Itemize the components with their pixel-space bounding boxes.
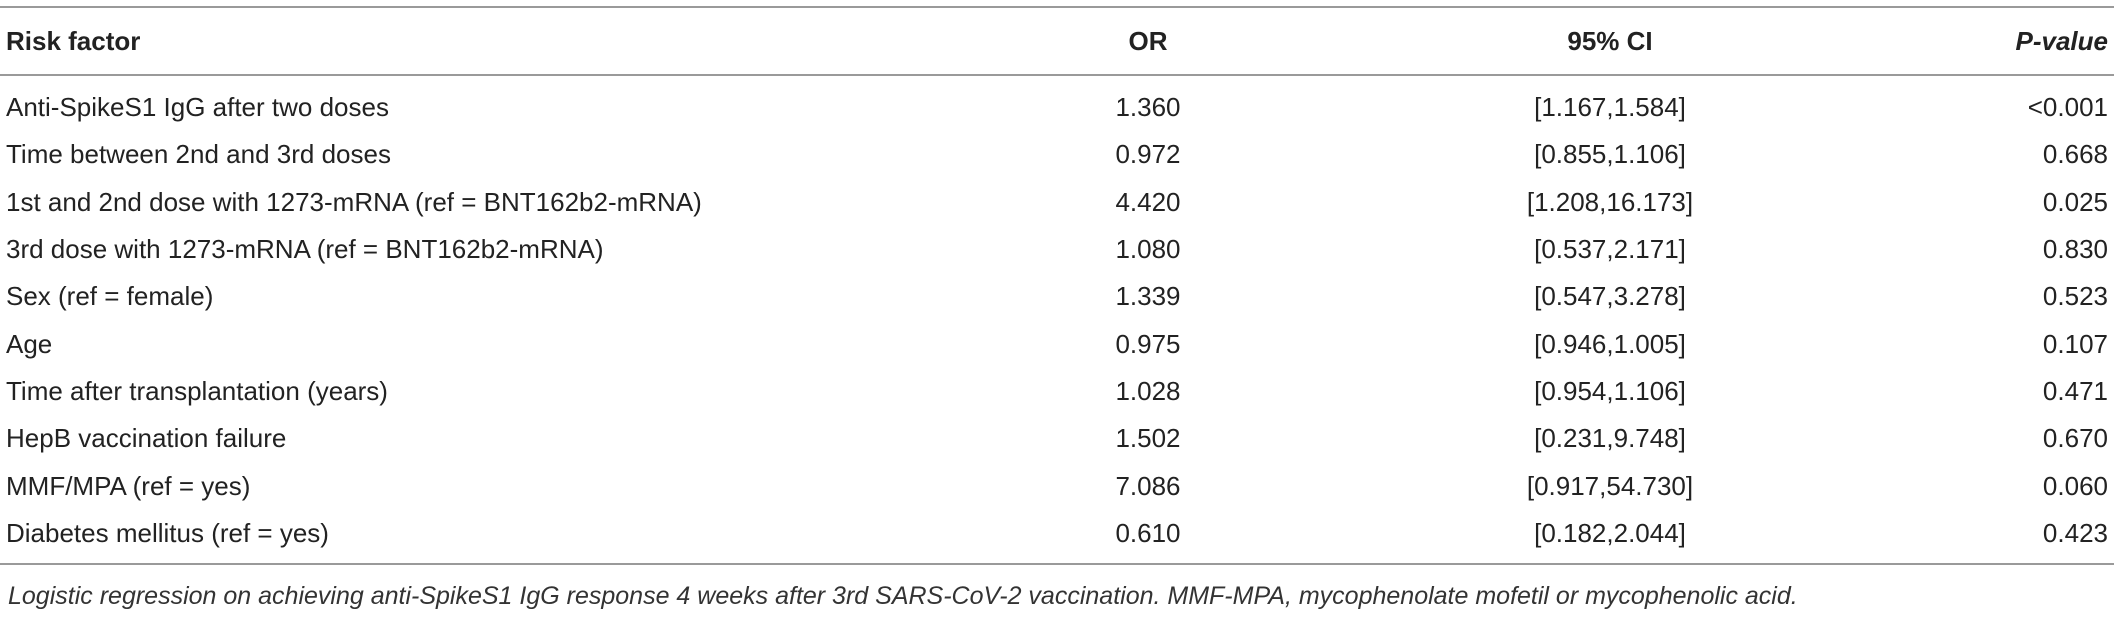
table-header: Risk factor OR 95% CI P-value	[0, 7, 2114, 75]
table-cell: 0.523	[2042, 281, 2108, 312]
table-cell: [0.946,1.005]	[1534, 328, 1686, 359]
table-cell: 0.670	[2042, 423, 2108, 454]
table-row: Time between 2nd and 3rd doses 0.972 [0.85…	[0, 131, 2114, 178]
table-cell: 1.502	[1115, 423, 1181, 454]
table-cell: 0.975	[1115, 328, 1181, 359]
table-cell: [0.182,2.044]	[1534, 517, 1686, 548]
table-cell: Sex (ref = female)	[6, 281, 214, 312]
table-cell: 3rd dose with 1273-mRNA (ref = BNT162b2-…	[6, 234, 604, 265]
column-header: 95% CI	[1567, 25, 1653, 56]
table-cell: [0.537,2.171]	[1534, 234, 1686, 265]
table-row: HepB vaccination failure 1.502 [0.231,9.74…	[0, 415, 2114, 462]
table-cell: <0.001	[2027, 92, 2108, 123]
table-body: Anti-SpikeS1 IgG after two doses 1.360 [1.…	[0, 75, 2114, 564]
table-cell: 0.830	[2042, 234, 2108, 265]
table-cell: [0.917,54.730]	[1526, 470, 1694, 501]
table-cell: 0.668	[2042, 139, 2108, 170]
table-cell: 0.107	[2042, 328, 2108, 359]
column-header: P-value	[2015, 25, 2109, 56]
table-cell: [0.855,1.106]	[1534, 139, 1686, 170]
table-cell: 1.080	[1115, 234, 1181, 265]
table-row: MMF/MPA (ref = yes) 7.086 [0.917,54.730] 0.…	[0, 462, 2114, 509]
table-cell: 1.360	[1115, 92, 1181, 123]
table-row: 1st and 2nd dose with 1273-mRNA (ref = B…	[0, 179, 2114, 226]
table-cell: 7.086	[1115, 470, 1181, 501]
column-header: OR	[1128, 25, 1168, 56]
table-cell: Anti-SpikeS1 IgG after two doses	[6, 92, 389, 123]
table-cell: [0.231,9.748]	[1534, 423, 1686, 454]
table-cell: 0.060	[2042, 470, 2108, 501]
table-cell: 1st and 2nd dose with 1273-mRNA (ref = B…	[6, 186, 702, 217]
table-cell: Time between 2nd and 3rd doses	[6, 139, 391, 170]
table-row: Diabetes mellitus (ref = yes) 0.610 [0.182…	[0, 510, 2114, 564]
table-cell: [0.547,3.278]	[1534, 281, 1686, 312]
table-cell: MMF/MPA (ref = yes)	[6, 470, 251, 501]
table-cell: 4.420	[1115, 186, 1181, 217]
table-cell: HepB vaccination failure	[6, 423, 287, 454]
table-cell: 1.028	[1115, 375, 1181, 406]
footnote: Logistic regression on achieving anti-Sp…	[8, 582, 1798, 610]
table-cell: 0.025	[2042, 186, 2108, 217]
results-table: Risk factor OR 95% CI P-value Anti-SpikeS1 …	[0, 6, 2114, 565]
table-cell: 0.471	[2042, 375, 2108, 406]
table-cell: 1.339	[1115, 281, 1181, 312]
column-header: Risk factor	[6, 25, 141, 56]
table-row: Anti-SpikeS1 IgG after two doses 1.360 [1.…	[0, 75, 2114, 131]
table-cell: [1.167,1.584]	[1534, 92, 1686, 123]
table-cell: 0.610	[1115, 517, 1181, 548]
table-cell: Diabetes mellitus (ref = yes)	[6, 517, 329, 548]
table-cell: 0.972	[1115, 139, 1181, 170]
table-row: 3rd dose with 1273-mRNA (ref = BNT162b2-…	[0, 226, 2114, 273]
table-row: Sex (ref = female) 1.339 [0.547,3.278] 0.52…	[0, 273, 2114, 320]
table-cell: Time after transplantation (years)	[6, 375, 388, 406]
table-row: Age 0.975 [0.946,1.005] 0.107	[0, 320, 2114, 367]
table-cell: [0.954,1.106]	[1534, 375, 1686, 406]
table-row: Time after transplantation (years) 1.028 […	[0, 368, 2114, 415]
table-cell: Age	[6, 328, 53, 359]
table-cell: [1.208,16.173]	[1526, 186, 1694, 217]
table-cell: 0.423	[2042, 517, 2108, 548]
header-row: Risk factor OR 95% CI P-value	[0, 7, 2114, 75]
